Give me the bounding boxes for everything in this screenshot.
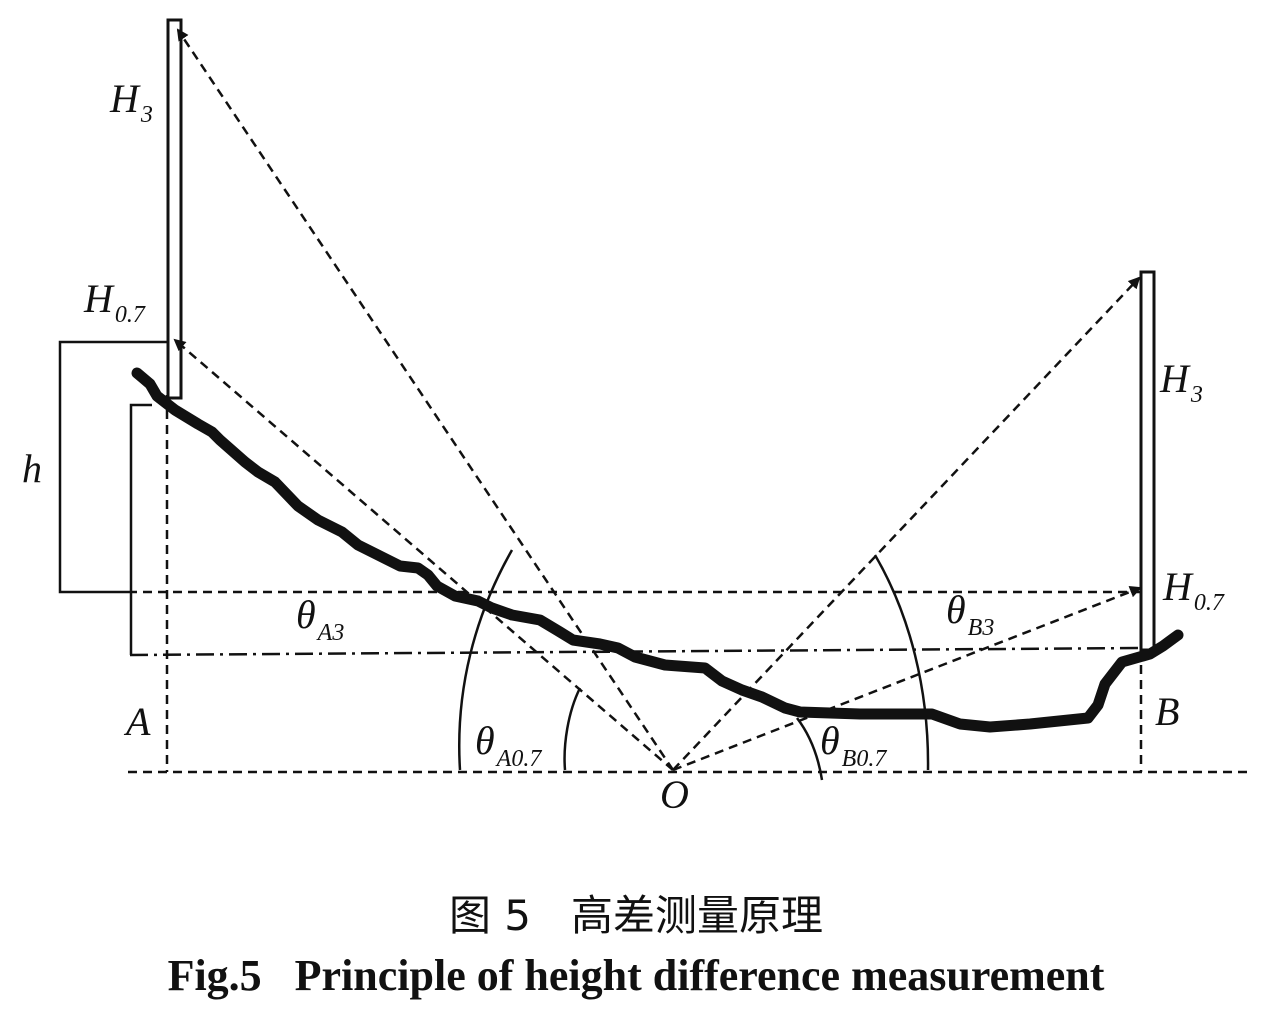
sight-line-a07 [173,338,674,771]
label-point-a: A [123,699,151,744]
label-angle-b07: θB0.7 [820,718,887,772]
rod-a [166,18,183,400]
label-angle-b3: θB3 [946,587,994,641]
caption-chinese: 图 5 高差测量原理 [449,891,823,940]
label-point-b: B [1155,689,1179,734]
label-origin: O [660,772,689,817]
label-rod-a-top: H3 [109,76,153,128]
label-rod-a-low: H0.7 [83,276,146,328]
a-step-line [129,403,152,655]
sight-line-b07 [672,586,1142,772]
label-h: h [22,446,42,491]
arc-angle-a3 [458,549,514,771]
arc-angle-b07 [796,717,824,781]
caption-english: Fig.5 Principle of height difference mea… [168,951,1105,1000]
sight-line-b3 [672,276,1141,771]
reference-line-lower [129,646,1146,657]
arc-angle-b3 [873,554,930,771]
label-angle-a07: θA0.7 [475,718,542,772]
arc-angle-a07 [563,687,582,771]
rod-b [1139,270,1156,652]
terrain-profile [131,367,1184,733]
label-rod-b-top: H3 [1159,356,1203,408]
label-angle-a3: θA3 [296,592,344,646]
h-bracket [58,340,168,594]
label-rod-b-low: H0.7 [1162,564,1225,616]
sight-line-a3 [176,28,675,771]
